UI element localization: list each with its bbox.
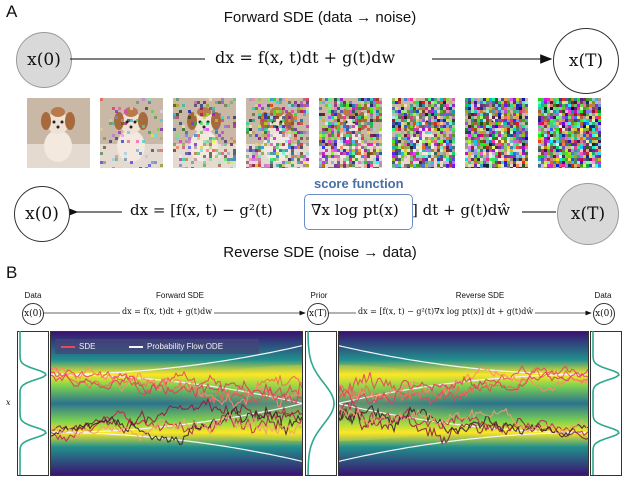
forward-sde-label: Forward SDE [155, 291, 204, 300]
reverse-sde-equation-post: ] dt + g(t)dŵ [412, 201, 511, 219]
sde-trajectory [50, 406, 303, 442]
panel-b-reverse-eq: dx = [f(x, t) − g²(t)∇x log pt(x)] dt + … [356, 307, 536, 316]
sde-trajectory [50, 405, 303, 446]
small-node-x0-left-label: x(0) [24, 309, 42, 319]
ode-trajectory [338, 431, 586, 463]
noised-image-3 [246, 98, 309, 168]
node-xT-forward-label: x(T) [568, 51, 604, 71]
prior-density-curve [307, 331, 335, 475]
noised-image-5 [392, 98, 455, 168]
sde-trajectory [50, 365, 303, 410]
node-xT-forward: x(T) [553, 28, 619, 94]
legend-ode-label: Probability Flow ODE [147, 342, 224, 351]
score-function-term: ∇x log pt(x) [311, 201, 399, 219]
sde-trajectory [338, 404, 589, 438]
node-xT-reverse: x(T) [557, 183, 619, 245]
noised-image-2 [173, 98, 236, 168]
data-right-label: Data [594, 291, 612, 300]
reverse-density-heatmap [338, 331, 589, 476]
sde-trajectory [338, 369, 589, 406]
score-function-label: score function [314, 176, 404, 191]
small-node-xT-label: x(T) [308, 309, 328, 319]
node-xT-reverse-label: x(T) [570, 204, 606, 224]
sde-trajectory [50, 397, 303, 434]
legend-sde-label: SDE [79, 342, 96, 351]
sde-trajectory [338, 364, 589, 406]
node-x0-forward-label: x(0) [27, 50, 61, 70]
sde-trajectory [50, 373, 303, 405]
small-node-x0-right-label: x(0) [595, 309, 613, 319]
data-distribution-left [17, 331, 49, 476]
legend-ode-swatch [129, 346, 143, 348]
prior-label: Prior [310, 291, 328, 300]
legend-sde-swatch [61, 346, 75, 348]
sde-trajectory [338, 406, 589, 435]
noised-image-4 [319, 98, 382, 168]
sde-trajectory [50, 412, 303, 442]
small-node-xT: x(T) [307, 303, 329, 325]
node-x0-forward: x(0) [16, 32, 72, 88]
small-node-x0-right: x(0) [593, 303, 615, 325]
panel-b-label: B [6, 263, 18, 282]
forward-density-heatmap [50, 331, 303, 476]
noised-image-7 [538, 98, 601, 168]
node-x0-reverse: x(0) [14, 186, 70, 242]
reverse-sde-title: Reverse SDE (noise → data) [223, 244, 417, 261]
data-density-curve-right [592, 331, 620, 475]
small-node-x0-left: x(0) [22, 303, 44, 325]
noised-image-6 [465, 98, 528, 168]
data-density-curve-left [19, 331, 47, 475]
prior-distribution [305, 331, 337, 476]
noised-image-1 [100, 98, 163, 168]
trajectory-legend: SDE Probability Flow ODE [55, 339, 259, 354]
sde-trajectory [50, 369, 303, 405]
axis-label-x: x [6, 398, 11, 407]
panel-a-label: A [6, 2, 18, 21]
data-distribution-right [590, 331, 622, 476]
data-left-label: Data [24, 291, 42, 300]
forward-sde-title: Forward SDE (data → noise) [223, 9, 417, 26]
score-function-box [304, 194, 413, 230]
noised-image-0 [27, 98, 90, 168]
ode-trajectory [50, 345, 303, 376]
node-x0-reverse-label: x(0) [25, 204, 59, 224]
forward-sde-equation: dx = f(x, t)dt + g(t)dw [215, 48, 396, 67]
reverse-sde-label: Reverse SDE [455, 291, 505, 300]
panel-b-forward-eq: dx = f(x, t)dt + g(t)dw [120, 307, 215, 316]
sde-trajectory [338, 407, 589, 446]
reverse-sde-equation-pre: dx = [f(x, t) − g²(t) [130, 201, 273, 219]
